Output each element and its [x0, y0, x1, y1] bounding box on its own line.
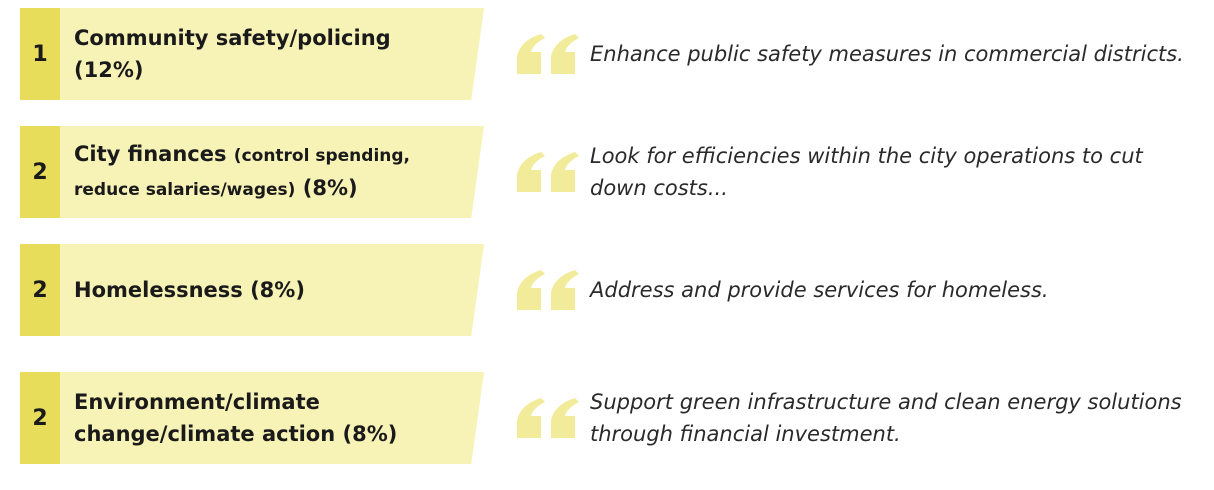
label: Community safety/policing (12%)	[60, 22, 454, 86]
rank: 1	[20, 8, 60, 100]
label-text: Community safety/policing	[74, 26, 391, 50]
rank: 2	[20, 244, 60, 336]
label: City finances (control spending, reduce …	[60, 138, 454, 206]
quote-mark	[517, 270, 579, 310]
label-detail: (control spending, reduce salaries/wages…	[74, 146, 411, 200]
quote-icon	[515, 270, 585, 314]
quote-icon	[515, 398, 585, 442]
quote-text: Enhance public safety measures in commer…	[590, 42, 1184, 66]
share: (8%)	[250, 278, 305, 302]
share: (8%)	[302, 176, 358, 200]
label: Environment/climate change/climate actio…	[60, 386, 454, 450]
priority-row: 1 Community safety/policing (12%) Enhance …	[20, 8, 1200, 100]
label-box: Community safety/policing (12%)	[60, 8, 484, 100]
label-text: Environment/climate change/climate actio…	[74, 390, 336, 446]
quote-icon	[515, 152, 585, 196]
quote-icon	[515, 34, 585, 78]
rank: 2	[20, 372, 60, 464]
quote-text: Look for efficiencies within the city op…	[590, 144, 1143, 200]
priority-row: 2 City finances (control spending, reduce…	[20, 126, 1200, 218]
quote-text: Address and provide services for homeles…	[590, 278, 1049, 302]
share: (12%)	[74, 58, 144, 82]
quote-mark	[517, 152, 579, 192]
label-box: City finances (control spending, reduce …	[60, 126, 484, 218]
quote-text: Support green infrastructure and clean e…	[590, 390, 1182, 446]
label: Homelessness (8%)	[60, 274, 454, 306]
rank: 2	[20, 126, 60, 218]
priority-row: 2 Environment/climate change/climate acti…	[20, 372, 1200, 464]
label-text: Homelessness	[74, 278, 243, 302]
quote-mark	[517, 398, 579, 438]
label-box: Homelessness (8%)	[60, 244, 484, 336]
label-box: Environment/climate change/climate actio…	[60, 372, 484, 464]
quote-mark	[517, 34, 579, 74]
label-text: City finances	[74, 142, 227, 166]
share: (8%)	[342, 422, 398, 446]
priority-row: 2 Homelessness (8%) Address and provide se…	[20, 244, 1200, 336]
